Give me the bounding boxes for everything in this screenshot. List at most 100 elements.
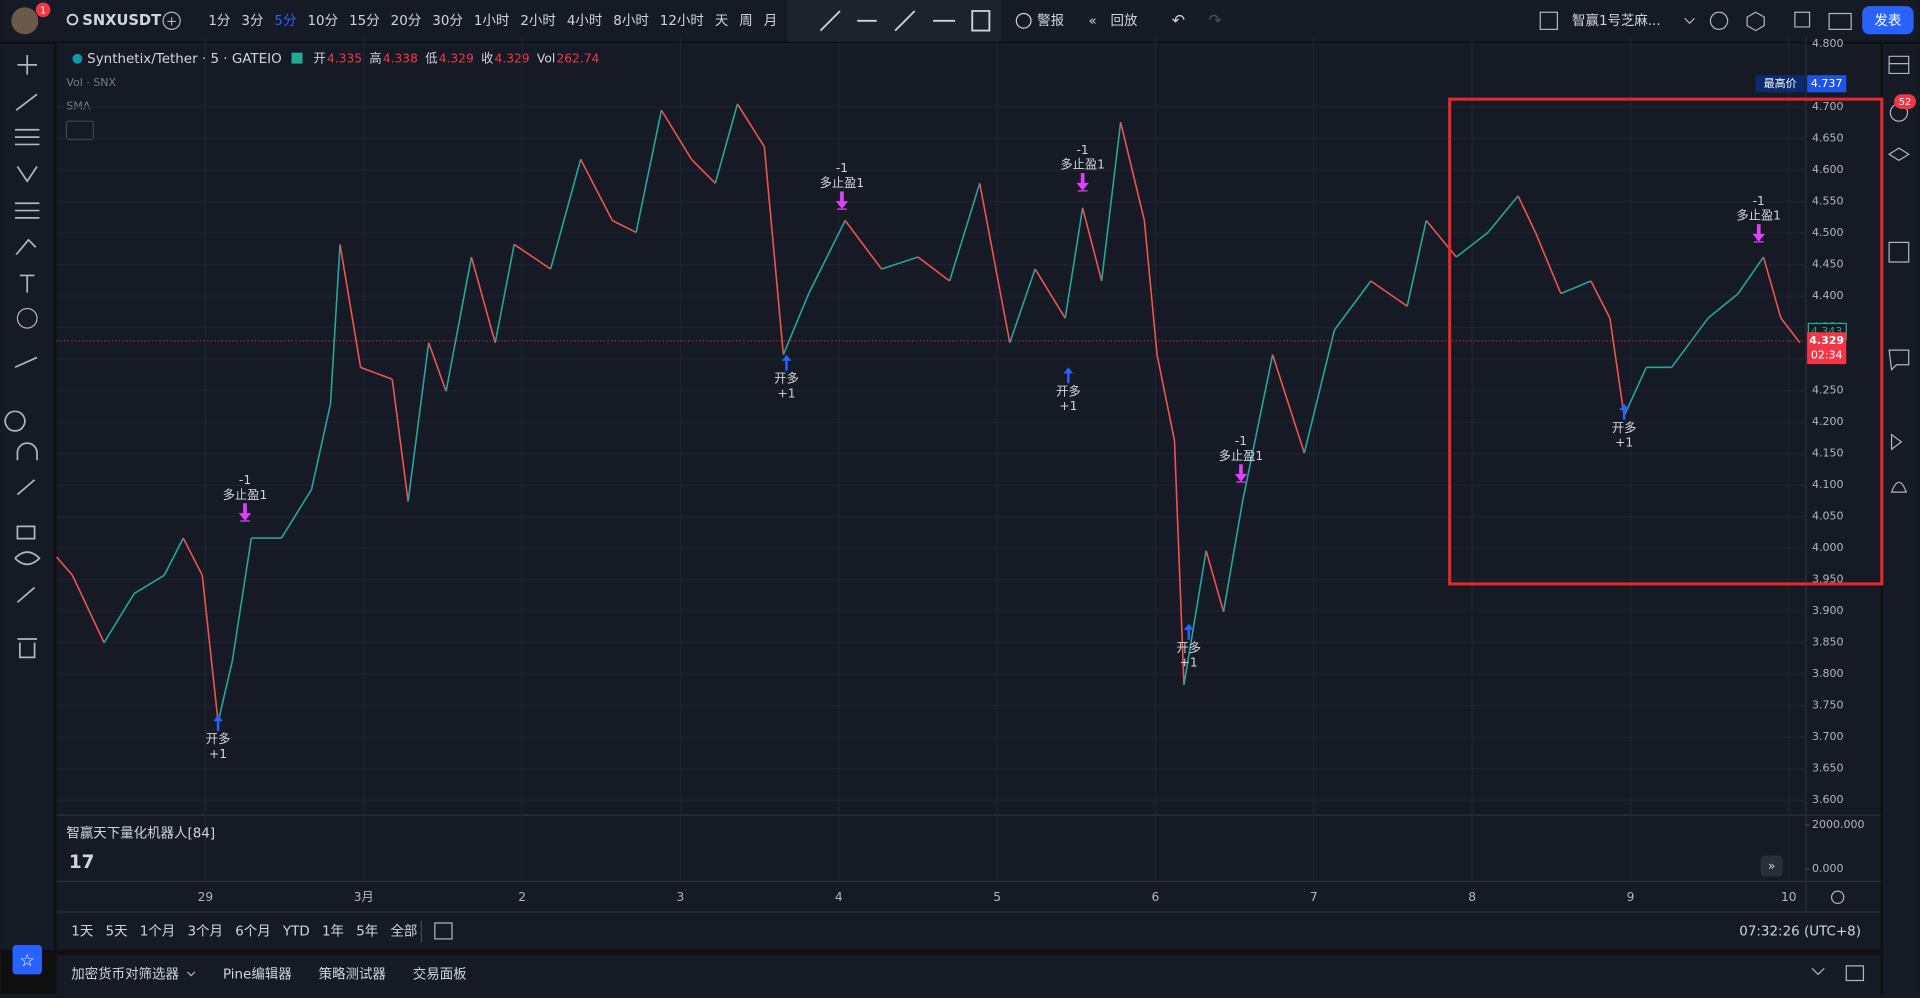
- price-segment: [513, 243, 552, 270]
- bottom-tab[interactable]: 交易面板: [413, 965, 467, 982]
- price-segment: [1590, 280, 1611, 319]
- y-tick-label: 3.600: [1812, 793, 1844, 806]
- price-segment: [763, 146, 785, 355]
- interval[interactable]: 1小时: [474, 13, 509, 29]
- interval[interactable]: 周: [739, 14, 752, 29]
- interval[interactable]: 1分: [208, 13, 230, 29]
- signal-qty: +1: [209, 747, 227, 761]
- ohlc: 开 4.335 高 4.338 低 4.329 收 4.329 Vol 262.74: [291, 50, 599, 65]
- price-segment: [71, 574, 105, 644]
- publish-button[interactable]: 发表: [1874, 13, 1901, 29]
- y-tick-label: 4.000: [1812, 541, 1844, 554]
- y-tick-label: 4.650: [1812, 132, 1844, 145]
- date-range-icon[interactable]: [434, 922, 453, 940]
- price-segment: [1271, 354, 1306, 454]
- range-button[interactable]: 5年: [356, 924, 378, 940]
- interval[interactable]: 5分: [274, 13, 296, 29]
- price-segment: [1183, 550, 1207, 686]
- price-segment: [1064, 207, 1084, 319]
- avatar[interactable]: [11, 7, 39, 35]
- price-segment: [217, 660, 234, 723]
- range-button[interactable]: 1天: [71, 925, 93, 940]
- tv-logo: 17: [69, 852, 95, 873]
- add-symbol[interactable]: [162, 11, 181, 30]
- range-button[interactable]: 1年: [322, 924, 344, 940]
- scroll-button[interactable]: [1760, 855, 1783, 877]
- interval[interactable]: 30分: [432, 13, 463, 29]
- interval[interactable]: 4小时: [567, 13, 602, 29]
- symbol-logo: [72, 53, 83, 64]
- interval[interactable]: 15分: [349, 13, 380, 29]
- collapse-button[interactable]: [65, 120, 94, 141]
- star: ☆: [20, 951, 35, 971]
- x-tick-label: 3: [677, 890, 685, 904]
- interval[interactable]: 10分: [307, 13, 338, 29]
- legend-title: Synthetix/Tether · 5 · GATEIO: [87, 52, 282, 67]
- interval[interactable]: 12小时: [660, 13, 704, 29]
- replay-icon[interactable]: «: [1089, 14, 1097, 29]
- interval[interactable]: 20分: [391, 13, 422, 29]
- interval[interactable]: 2小时: [520, 13, 555, 29]
- alert-button[interactable]: 警报: [1037, 13, 1064, 29]
- price-segment: [1333, 280, 1372, 331]
- settings-icon[interactable]: [1830, 890, 1845, 905]
- tool-icons[interactable]: [4, 55, 41, 659]
- price-segment: [690, 158, 716, 184]
- range-button[interactable]: 1个月: [140, 924, 175, 940]
- price-segment: [579, 159, 614, 221]
- price-segment: [360, 366, 393, 381]
- price-segment: [1143, 220, 1158, 355]
- price-segment: [635, 110, 663, 233]
- replay-button[interactable]: 回放: [1111, 13, 1138, 29]
- x-tick-label: 3月: [354, 890, 374, 904]
- layout-icon[interactable]: [1539, 11, 1558, 30]
- range-button[interactable]: 6个月: [235, 924, 270, 940]
- undo[interactable]: ↶: [1172, 10, 1185, 29]
- bottom-tab[interactable]: Pine编辑器: [223, 966, 292, 982]
- favorite[interactable]: [12, 945, 42, 975]
- layout-name[interactable]: 智赢1号芝麻...: [1572, 12, 1661, 29]
- interval[interactable]: 3分: [241, 13, 263, 29]
- redo[interactable]: ↷: [1209, 10, 1222, 29]
- buy-arrow: [213, 715, 223, 732]
- range-button[interactable]: 3个月: [188, 924, 223, 940]
- symbol[interactable]: SNXUSDT: [82, 12, 161, 29]
- emoji-tool[interactable]: [16, 307, 38, 329]
- interval[interactable]: 天: [715, 14, 728, 29]
- panel-controls[interactable]: [1811, 965, 1865, 982]
- x-tick-label: 6: [1152, 890, 1160, 904]
- y-tick-label: 4.600: [1812, 163, 1844, 176]
- price-segment: [1303, 329, 1336, 454]
- signal-qty: +1: [778, 386, 796, 400]
- publish-bg[interactable]: [1862, 6, 1914, 35]
- buy-arrow: [1183, 623, 1194, 640]
- price-segment: [948, 183, 981, 282]
- range-button[interactable]: 5天: [106, 925, 128, 940]
- tool-icons[interactable]: [819, 10, 991, 32]
- alert-icon[interactable]: [1015, 12, 1032, 29]
- top-icons[interactable]: [1709, 11, 1852, 32]
- interval[interactable]: 月: [764, 14, 777, 29]
- right-sidebar: [1883, 44, 1920, 994]
- price-segment: [1737, 256, 1765, 295]
- buy-arrow: [1619, 403, 1630, 420]
- search-icon[interactable]: [66, 13, 79, 26]
- x-tick-label: 9: [1627, 890, 1635, 904]
- plot: 3.6003.6503.7003.7503.8003.8503.9003.950…: [55, 37, 1865, 904]
- y-tick-label: 3.700: [1812, 730, 1844, 743]
- price-segment: [1487, 195, 1519, 233]
- x-tick-label: 7: [1310, 890, 1318, 904]
- bottom-tab[interactable]: 策略测试器: [319, 965, 387, 982]
- price-segment: [55, 556, 74, 576]
- interval[interactable]: 8小时: [613, 13, 648, 29]
- price-segment: [1609, 318, 1625, 416]
- ohlc-value: 4.335: [327, 51, 362, 65]
- range-button[interactable]: YTD: [282, 925, 310, 940]
- y-tick-label: 4.100: [1812, 478, 1844, 491]
- range-button[interactable]: 全部: [390, 923, 417, 940]
- signal-label: 多止盈1: [1736, 209, 1781, 223]
- signal-label: 多止盈1: [223, 488, 268, 502]
- bottom-tab[interactable]: 加密货币对筛选器: [71, 965, 179, 982]
- sidebar-icons[interactable]: [1887, 55, 1910, 493]
